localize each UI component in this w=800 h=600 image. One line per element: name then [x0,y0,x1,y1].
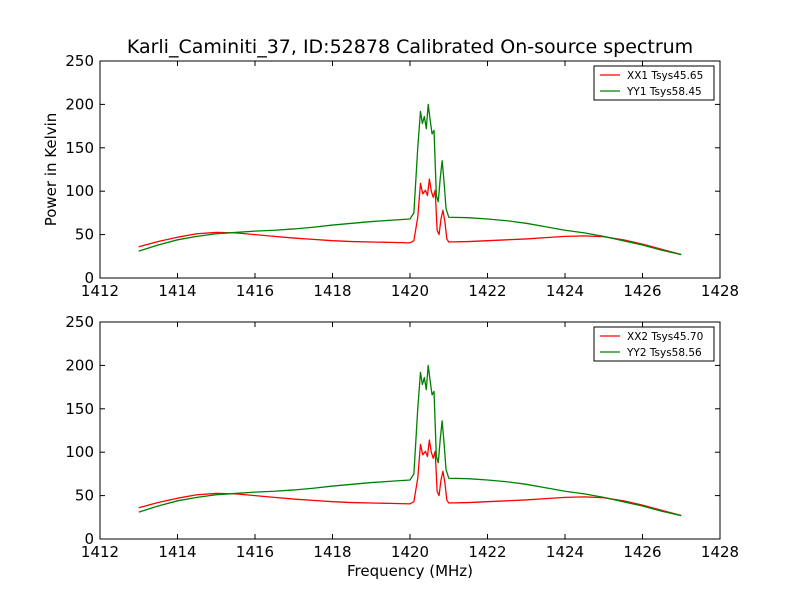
y-axis-label: Power in Kelvin [42,113,60,227]
legend-entry-label: XX2 Tsys45.70 [627,331,703,343]
y-tick-label: 0 [84,269,94,287]
chart-title: Karli_Caminiti_37, ID:52878 Calibrated O… [127,36,693,58]
plot-panel-2: 1412 1414 1416 1418 1420 1422 1424 1426 1428 0 50 1… [65,313,739,580]
x-tick-label: 1416 [236,282,274,300]
x-tick-label: 1418 [313,282,351,300]
x-tick-label: 1426 [623,543,661,561]
y-tick-label: 200 [65,95,94,113]
x-tick-label: 1424 [546,543,584,561]
y-tick-label: 150 [65,400,94,418]
x-tick-label: 1420 [391,543,429,561]
x-tick-label: 1428 [701,543,739,561]
legend-entry-label: YY1 Tsys58.45 [626,86,702,98]
legend-box [593,65,715,101]
x-tick-label: 1422 [468,282,506,300]
x-tick-label: 1418 [313,543,351,561]
y-tick-label: 0 [84,530,94,548]
y-tick-label: 100 [65,182,94,200]
series-line-yy2 [138,364,682,517]
y-tick-label: 200 [65,356,94,374]
x-tick-label: 1424 [546,282,584,300]
x-tick-label: 1416 [236,543,274,561]
legend-entry-label: YY2 Tsys58.56 [626,347,702,359]
y-tick-label: 250 [65,313,94,331]
y-tick-label: 100 [65,443,94,461]
x-tick-label: 1414 [158,543,196,561]
series-line-xx2 [138,439,682,517]
legend: XX1 Tsys45.65 YY1 Tsys58.45 [593,65,715,101]
series-line-xx1 [138,178,682,256]
x-tick-label: 1420 [391,282,429,300]
x-tick-label: 1412 [81,282,119,300]
x-tick-label: 1414 [158,282,196,300]
x-tick-label: 1426 [623,282,661,300]
y-tick-label: 250 [65,52,94,70]
legend-box [593,326,715,362]
y-tick-label: 50 [75,226,94,244]
legend: XX2 Tsys45.70 YY2 Tsys58.56 [593,326,715,362]
legend-entry-label: XX1 Tsys45.65 [627,70,703,82]
x-tick-label: 1412 [81,543,119,561]
y-tick-label: 50 [75,487,94,505]
y-tick-label: 150 [65,139,94,157]
x-tick-label: 1428 [701,282,739,300]
plot-panel-1: 1412 1414 1416 1418 1420 1422 1424 1426 1428 0 50 1… [42,52,739,300]
x-axis-label: Frequency (MHz) [347,562,473,580]
series-line-yy1 [138,103,682,256]
x-tick-label: 1422 [468,543,506,561]
